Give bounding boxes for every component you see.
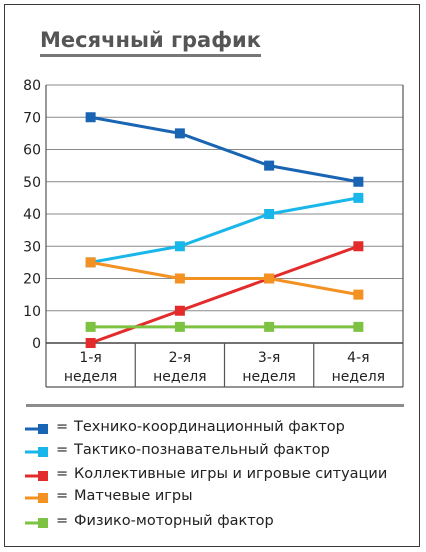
- series-line-2: [90, 244, 359, 345]
- y-tick-label: 60: [23, 143, 41, 159]
- y-tick-label: 70: [23, 110, 41, 126]
- x-tick-label: неделя: [64, 369, 117, 385]
- data-point-marker: [353, 289, 364, 300]
- series-line-0: [90, 115, 359, 184]
- x-tick-label: неделя: [153, 369, 206, 385]
- legend-item-match: = Матчевые игры: [24, 487, 414, 509]
- series-line-3: [90, 260, 359, 297]
- data-point-marker: [174, 128, 185, 139]
- data-point-marker: [85, 112, 96, 123]
- x-tick-label: 3-я: [258, 350, 280, 366]
- legend-label: Коллективные игры и игровые ситуации: [74, 466, 388, 482]
- data-point-marker: [85, 257, 96, 268]
- y-tick-label: 30: [23, 239, 41, 255]
- y-tick-label: 40: [23, 207, 41, 223]
- data-point-marker: [353, 241, 364, 252]
- y-tick-label: 80: [23, 78, 41, 94]
- legend-divider: [26, 404, 404, 407]
- legend-label: Тактико-познавательный фактор: [74, 442, 330, 458]
- x-tick-label: 1-я: [79, 350, 101, 366]
- data-point-marker: [174, 273, 185, 284]
- data-point-marker: [353, 321, 364, 332]
- data-point-marker: [264, 209, 275, 219]
- x-tick-label: 4-я: [347, 350, 369, 366]
- legend-swatch-tactical: [25, 447, 48, 457]
- legend-item-collective: = Коллективные игры и игровые ситуации: [24, 465, 414, 487]
- legend-label: Матчевые игры: [74, 488, 193, 504]
- x-tick-label: 2-я: [169, 350, 191, 366]
- legend-label: Физико-моторный фактор: [74, 513, 274, 529]
- legend-item-tactical: = Тактико-познавательный фактор: [24, 441, 414, 463]
- legend-swatch-technical: [25, 424, 48, 434]
- x-tick-label: неделя: [332, 369, 385, 385]
- data-point-marker: [174, 241, 185, 252]
- data-point-marker: [264, 273, 275, 284]
- y-tick-label: 0: [32, 336, 41, 352]
- legend-swatch-match: [25, 493, 48, 503]
- data-point-marker: [85, 321, 96, 332]
- series-line-1: [90, 196, 359, 264]
- legend-eq: =: [56, 442, 69, 458]
- data-point-marker: [353, 192, 364, 203]
- legend-swatch-collective: [25, 471, 48, 481]
- chart-title: Месячный график: [40, 28, 261, 57]
- data-point-marker: [264, 160, 275, 171]
- data-point-marker: [174, 321, 185, 332]
- legend-eq: =: [56, 488, 69, 504]
- legend-item-technical: = Технико-координационный фактор: [24, 418, 414, 440]
- data-point-marker: [85, 338, 96, 348]
- data-point-marker: [174, 305, 185, 316]
- y-tick-label: 20: [23, 272, 41, 288]
- x-tick-label: неделя: [242, 369, 295, 385]
- legend-label: Технико-координационный фактор: [74, 419, 345, 435]
- y-tick-label: 10: [23, 304, 41, 320]
- y-tick-label: 50: [23, 175, 41, 191]
- legend-eq: =: [56, 419, 69, 435]
- legend-eq: =: [56, 466, 69, 482]
- legend-item-physical: = Физико-моторный фактор: [24, 512, 414, 534]
- chart-frame: [4, 4, 420, 547]
- legend-swatch-physical: [25, 518, 48, 528]
- legend-eq: =: [56, 513, 69, 529]
- data-point-marker: [264, 321, 275, 332]
- data-point-marker: [353, 176, 364, 187]
